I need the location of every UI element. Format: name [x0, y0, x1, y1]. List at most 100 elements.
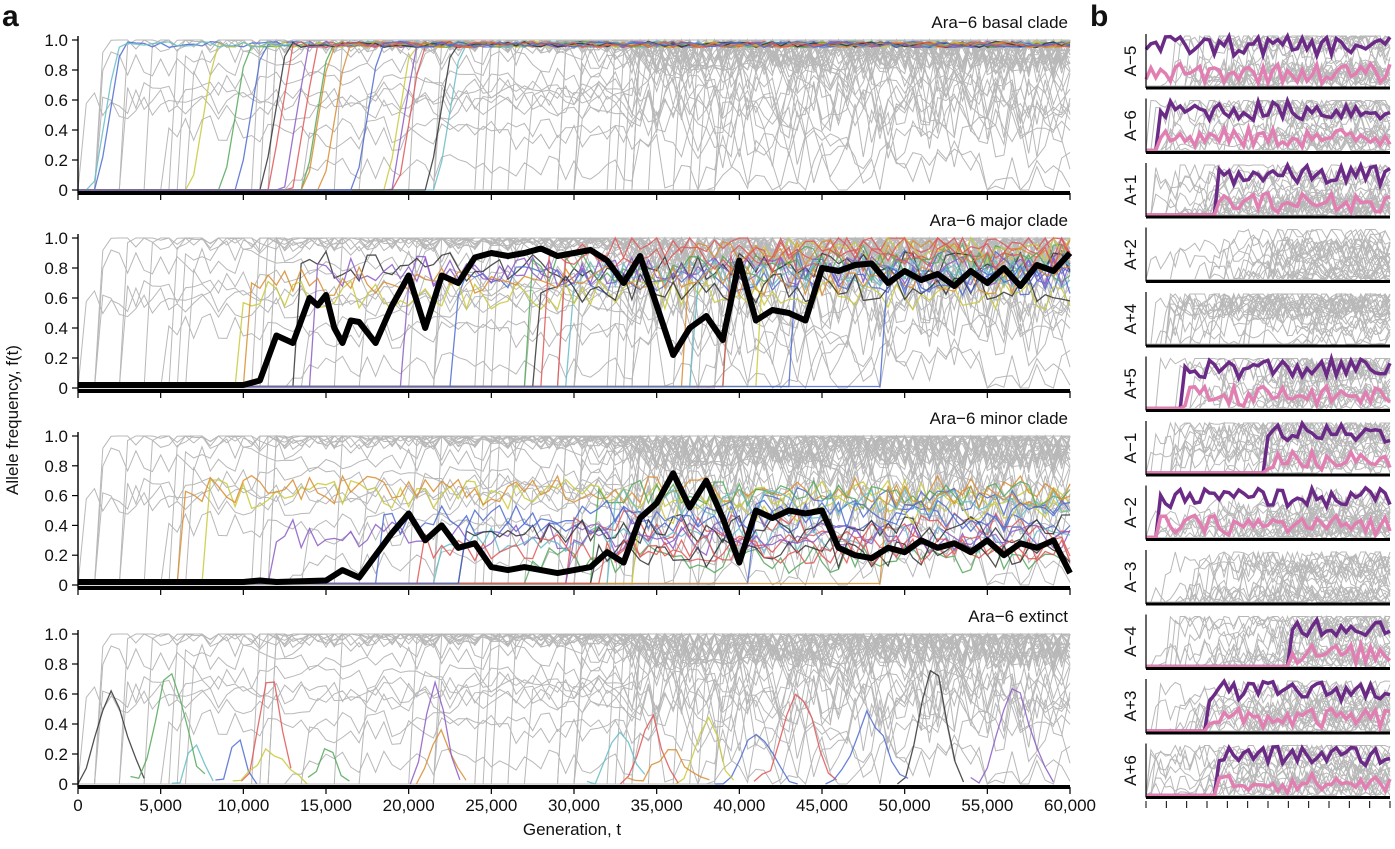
background-trajectory — [78, 47, 1071, 191]
background-trajectory — [1146, 356, 1391, 409]
subplot-title: Ara−6 extinct — [968, 607, 1068, 626]
pink-trajectory — [1146, 637, 1392, 671]
x-tick-label: 10,000 — [217, 796, 269, 815]
panel-b-row: A+2 — [1121, 227, 1391, 283]
background-trajectory — [78, 443, 1071, 586]
background-trajectory — [1146, 614, 1391, 667]
background-trajectory — [1146, 489, 1391, 538]
y-axis-label: Allele frequency, f(t) — [3, 345, 22, 495]
x-tick-label: 45,000 — [796, 796, 848, 815]
background-trajectory — [1145, 744, 1391, 796]
x-tick-label: 30,000 — [548, 796, 600, 815]
mutation-trajectory — [240, 681, 292, 782]
clade-frequency-line — [78, 470, 1073, 585]
purple-trajectory — [1146, 95, 1391, 153]
background-trajectory — [1146, 294, 1391, 345]
background-trajectory — [1145, 244, 1391, 280]
mutation-trajectory — [619, 713, 679, 785]
purple-trajectory — [1144, 31, 1392, 62]
y-tick-label: 0.2 — [44, 745, 68, 764]
panel-b-row: A+1 — [1121, 160, 1391, 219]
mutation-trajectory — [675, 716, 735, 785]
mutation-trajectory — [78, 278, 1071, 388]
y-tick-label: 1.0 — [44, 229, 68, 248]
row-label: A+1 — [1121, 175, 1140, 206]
y-tick-label: 0.6 — [44, 289, 68, 308]
mutation-trajectory — [896, 669, 965, 785]
mutation-trajectory — [130, 672, 206, 779]
background-trajectory — [78, 293, 1071, 389]
y-tick-label: 0.4 — [44, 319, 68, 338]
x-tick-label: 55,000 — [961, 796, 1013, 815]
y-tick-label: 0.6 — [44, 91, 68, 110]
mutation-trajectory — [970, 688, 1054, 784]
background-trajectory — [1146, 293, 1391, 345]
row-label: A−2 — [1121, 497, 1140, 528]
x-tick-label: 50,000 — [879, 796, 931, 815]
background-trajectory — [1145, 439, 1391, 474]
background-trajectory — [78, 74, 1071, 191]
subplot-title: Ara−6 minor clade — [930, 409, 1068, 428]
y-tick-label: 0.4 — [44, 121, 68, 140]
y-tick-label: 0.2 — [44, 349, 68, 368]
pink-trajectory — [1146, 705, 1391, 734]
background-trajectory — [1146, 616, 1391, 667]
y-tick-label: 1.0 — [44, 427, 68, 446]
background-trajectory — [77, 69, 1071, 191]
background-trajectory — [78, 668, 1071, 785]
panel-b-row: A−6 — [1121, 95, 1392, 154]
background-trajectory — [78, 689, 1071, 785]
panel-a: 0 0.2 0.4 0.6 0.8 1.0 Ara−6 basal clade 0 0.2 0.4… — [44, 13, 1096, 815]
y-tick-label: 0 — [59, 775, 68, 794]
background-trajectory — [1146, 179, 1391, 216]
pink-trajectory — [1144, 59, 1392, 89]
y-tick-label: 0 — [59, 576, 68, 595]
panel-b-label: b — [1090, 0, 1108, 33]
mutation-trajectory — [626, 748, 710, 782]
background-trajectory — [1146, 38, 1391, 87]
row-label: A−6 — [1121, 110, 1140, 141]
background-trajectory — [1146, 582, 1391, 604]
background-trajectory — [1145, 506, 1391, 538]
row-label: A+5 — [1121, 368, 1140, 399]
background-trajectory — [1146, 421, 1391, 474]
background-trajectory — [1146, 558, 1391, 603]
background-trajectory — [1146, 294, 1391, 345]
panel-b-row: A+6 — [1121, 743, 1392, 799]
y-tick-label: 0.8 — [44, 457, 68, 476]
mutation-trajectory — [714, 733, 798, 785]
panel-b-row: A+4 — [1121, 292, 1391, 348]
row-label: A−5 — [1121, 46, 1140, 77]
clade-frequency-line — [78, 245, 1073, 388]
row-label: A+3 — [1121, 691, 1140, 722]
y-tick-label: 0.6 — [44, 685, 68, 704]
panel-b: A−5 A−6 A+1 A+2 A+4 A+5 A−1 A−2 A−3 A−4 A+3 A+6 — [1121, 31, 1392, 808]
pink-trajectory — [1146, 189, 1391, 217]
panel-a-label: a — [2, 0, 19, 33]
background-trajectory — [78, 727, 1071, 786]
background-trajectory — [1145, 774, 1391, 798]
subplot-1: 0 0.2 0.4 0.6 0.8 1.0 Ara−6 basal clade — [44, 13, 1071, 200]
panel-b-row: A−3 — [1121, 550, 1391, 606]
row-label: A+4 — [1121, 304, 1140, 335]
y-tick-label: 0 — [59, 181, 68, 200]
row-label: A−1 — [1121, 433, 1140, 464]
x-tick-label: 25,000 — [465, 796, 517, 815]
background-trajectory — [1146, 292, 1391, 345]
x-tick-label: 0 — [73, 796, 82, 815]
background-trajectory — [1146, 232, 1391, 280]
pink-trajectory — [1146, 445, 1392, 475]
x-tick-label: 60,000 — [1044, 796, 1096, 815]
background-trajectory — [1146, 325, 1391, 346]
x-tick-label: 35,000 — [631, 796, 683, 815]
mutation-trajectory — [586, 731, 646, 785]
pink-trajectory — [1146, 121, 1392, 153]
subplot-3: 0 0.2 0.4 0.6 0.8 1.0 Ara−6 minor clade — [44, 409, 1073, 595]
subplot-title: Ara−6 basal clade — [931, 13, 1068, 32]
mutation-trajectory — [753, 693, 838, 782]
y-tick-label: 0.6 — [44, 487, 68, 506]
subplot-2: 0 0.2 0.4 0.6 0.8 1.0 Ara−6 major clade — [44, 211, 1073, 398]
panel-b-row: A−1 — [1121, 419, 1392, 477]
x-tick-label: 15,000 — [300, 796, 352, 815]
